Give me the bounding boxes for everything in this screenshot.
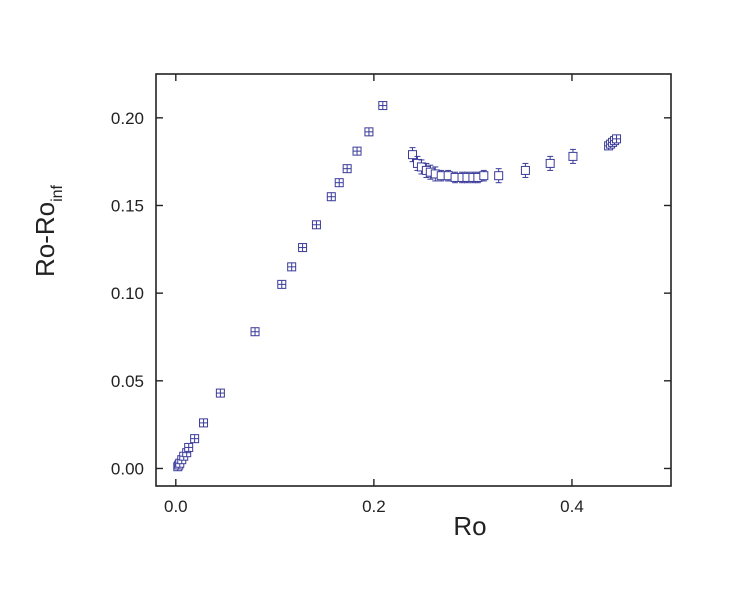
point-marker xyxy=(545,158,555,168)
data-point xyxy=(436,169,446,182)
data-point xyxy=(215,388,225,398)
x-axis-title: Ro xyxy=(453,511,486,541)
data-point xyxy=(250,327,260,337)
data-point xyxy=(334,178,344,188)
data-point xyxy=(545,155,555,171)
y-tick-label: 0.15 xyxy=(111,196,144,215)
data-point xyxy=(378,101,388,111)
data-point xyxy=(287,262,297,272)
point-marker xyxy=(568,151,578,161)
axis-labels: 0.0 0.2 0.4 0.00 0.05 0.10 0.15 0.20 xyxy=(111,109,584,516)
point-marker xyxy=(408,150,418,160)
data-point xyxy=(568,148,578,164)
data-point xyxy=(494,168,504,184)
y-tick-label: 0.20 xyxy=(111,109,144,128)
data-point xyxy=(311,220,321,230)
point-marker xyxy=(494,171,504,181)
y-tick-label: 0.00 xyxy=(111,459,144,478)
data-point xyxy=(479,169,489,182)
data-point xyxy=(298,243,308,253)
data-point xyxy=(342,164,352,174)
y-axis-title-sub: inf xyxy=(49,184,66,201)
point-marker xyxy=(479,171,489,181)
data-point xyxy=(190,434,200,444)
y-tick-label: 0.05 xyxy=(111,372,144,391)
x-tick-label: 0.0 xyxy=(164,497,188,516)
x-tick-label: 0.4 xyxy=(560,497,584,516)
data-point xyxy=(199,418,209,428)
data-point xyxy=(612,134,622,144)
data-point xyxy=(184,442,194,452)
data-point xyxy=(326,192,336,202)
x-tick-label: 0.2 xyxy=(362,497,386,516)
y-tick-label: 0.10 xyxy=(111,284,144,303)
data-point xyxy=(408,147,418,163)
plot-frame xyxy=(155,73,672,487)
y-axis-title-main: Ro-Ro xyxy=(30,202,60,277)
point-marker xyxy=(520,165,530,175)
data-point xyxy=(352,146,362,156)
data-point xyxy=(520,162,530,178)
data-points xyxy=(173,101,622,472)
data-point xyxy=(364,127,374,137)
axis-ticks xyxy=(156,74,671,486)
data-point xyxy=(277,279,287,289)
y-axis-title: Ro-Roinf xyxy=(30,184,66,277)
data-point xyxy=(425,164,435,180)
